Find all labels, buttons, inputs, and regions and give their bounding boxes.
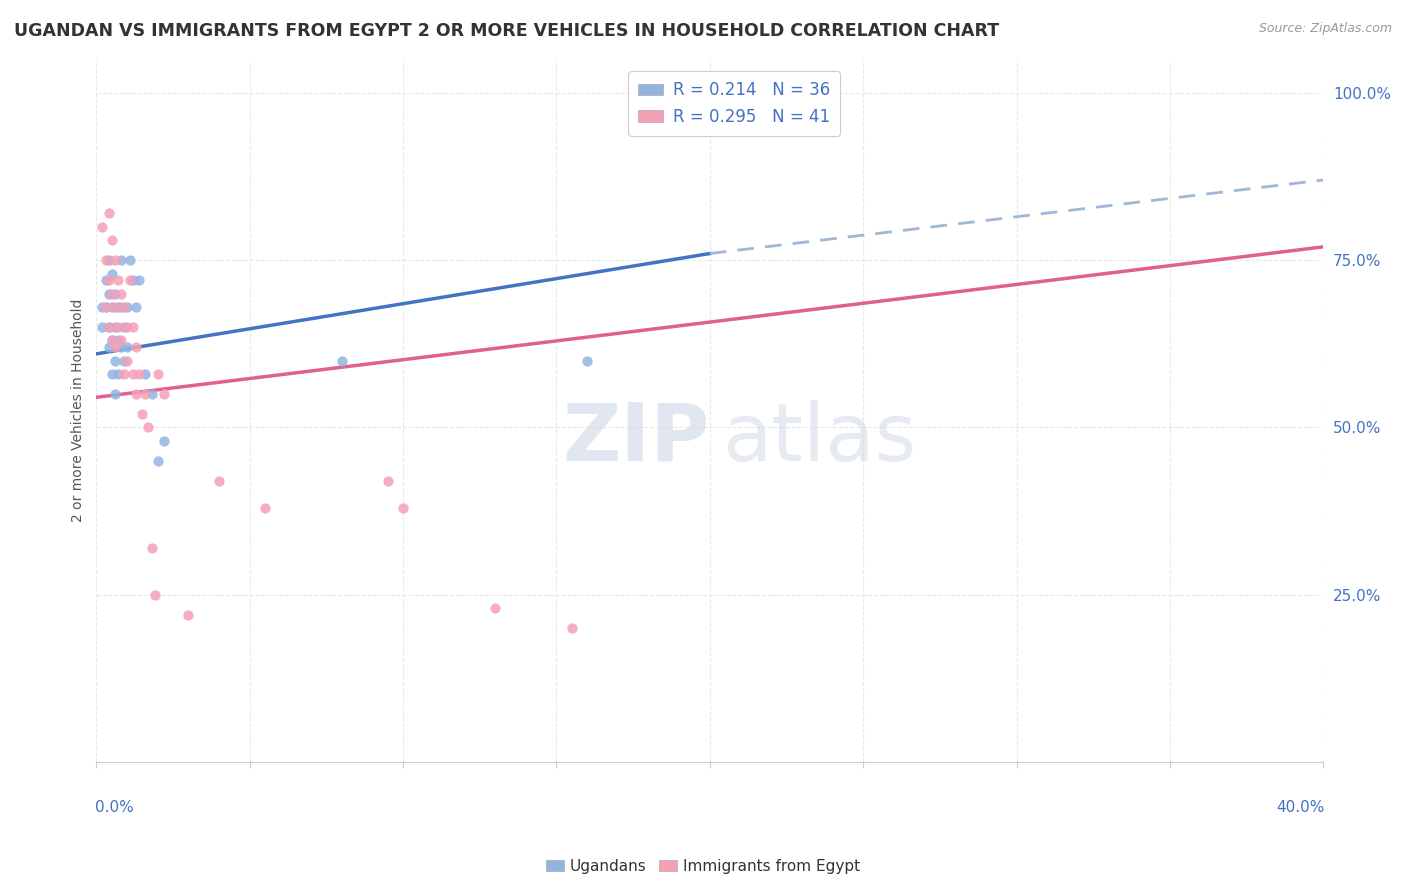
Point <box>143 588 166 602</box>
Point <box>112 300 135 314</box>
Point <box>392 500 415 515</box>
Point <box>146 454 169 468</box>
Point <box>104 353 127 368</box>
Point <box>100 267 122 281</box>
Point <box>125 340 148 354</box>
Point <box>330 353 353 368</box>
Point <box>153 387 176 401</box>
Point <box>128 367 150 381</box>
Point <box>97 253 120 268</box>
Point <box>110 286 132 301</box>
Point <box>131 407 153 421</box>
Point <box>125 300 148 314</box>
Legend: Ugandans, Immigrants from Egypt: Ugandans, Immigrants from Egypt <box>540 853 866 880</box>
Point <box>91 219 114 234</box>
Point <box>115 320 138 334</box>
Text: UGANDAN VS IMMIGRANTS FROM EGYPT 2 OR MORE VEHICLES IN HOUSEHOLD CORRELATION CHA: UGANDAN VS IMMIGRANTS FROM EGYPT 2 OR MO… <box>14 22 1000 40</box>
Y-axis label: 2 or more Vehicles in Household: 2 or more Vehicles in Household <box>72 299 86 523</box>
Point <box>104 286 127 301</box>
Point <box>104 320 127 334</box>
Point <box>100 300 122 314</box>
Point <box>91 320 114 334</box>
Point <box>94 300 117 314</box>
Text: atlas: atlas <box>723 400 917 478</box>
Text: Source: ZipAtlas.com: Source: ZipAtlas.com <box>1258 22 1392 36</box>
Point <box>107 320 129 334</box>
Point <box>377 474 399 488</box>
Point <box>125 387 148 401</box>
Point <box>97 206 120 220</box>
Point <box>100 367 122 381</box>
Point <box>122 320 145 334</box>
Point <box>107 334 129 348</box>
Point <box>115 300 138 314</box>
Point <box>112 320 135 334</box>
Point <box>100 334 122 348</box>
Point <box>110 340 132 354</box>
Point <box>97 286 120 301</box>
Point <box>94 253 117 268</box>
Point <box>104 387 127 401</box>
Point <box>208 474 231 488</box>
Point <box>100 286 122 301</box>
Point <box>141 541 163 555</box>
Point <box>100 233 122 247</box>
Point <box>107 367 129 381</box>
Point <box>115 340 138 354</box>
Point <box>122 367 145 381</box>
Point <box>576 353 599 368</box>
Point <box>115 353 138 368</box>
Text: ZIP: ZIP <box>562 400 710 478</box>
Point <box>138 420 160 434</box>
Point <box>122 273 145 287</box>
Point <box>94 273 117 287</box>
Point <box>97 340 120 354</box>
Point <box>110 253 132 268</box>
Point <box>107 300 129 314</box>
Point <box>153 434 176 448</box>
Point <box>112 367 135 381</box>
Point <box>97 320 120 334</box>
Point <box>107 273 129 287</box>
Point <box>110 334 132 348</box>
Point <box>110 300 132 314</box>
Point <box>134 387 156 401</box>
Point <box>146 367 169 381</box>
Point <box>484 601 506 615</box>
Point <box>91 300 114 314</box>
Legend: R = 0.214   N = 36, R = 0.295   N = 41: R = 0.214 N = 36, R = 0.295 N = 41 <box>628 71 841 136</box>
Point <box>97 273 120 287</box>
Point <box>141 387 163 401</box>
Point <box>104 253 127 268</box>
Point <box>120 273 142 287</box>
Point <box>254 500 277 515</box>
Point <box>97 320 120 334</box>
Point <box>128 273 150 287</box>
Text: 40.0%: 40.0% <box>1277 800 1324 815</box>
Point <box>134 367 156 381</box>
Point <box>177 607 200 622</box>
Point <box>104 340 127 354</box>
Point <box>104 300 127 314</box>
Point <box>112 353 135 368</box>
Point <box>94 300 117 314</box>
Point <box>561 621 583 635</box>
Text: 0.0%: 0.0% <box>96 800 134 815</box>
Point <box>120 253 142 268</box>
Point <box>100 334 122 348</box>
